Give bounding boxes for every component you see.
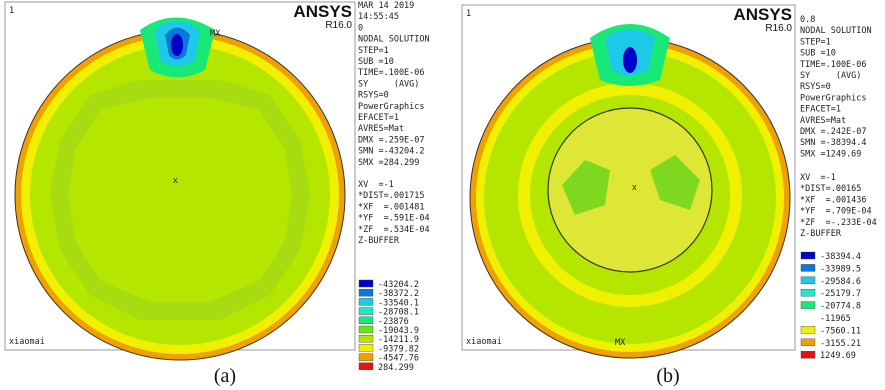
user-label: xiaomai xyxy=(466,337,502,347)
legend-swatch xyxy=(359,344,373,351)
info-line: SMX =284.299 xyxy=(358,158,419,168)
corner-label: 1 xyxy=(466,9,471,19)
legend-label: 1249.69 xyxy=(820,351,856,361)
legend-label: -20774.8 xyxy=(820,302,861,312)
legend-swatch xyxy=(359,363,373,370)
legend-swatch xyxy=(801,351,815,358)
legend-label: -7560.11 xyxy=(820,326,861,336)
info-line: *DIST=.00165 xyxy=(800,184,861,194)
mx-label: MX xyxy=(210,29,221,39)
legend-swatch xyxy=(801,289,815,296)
contour-plot-b: X xyxy=(462,5,795,358)
legend-swatch xyxy=(801,264,815,271)
version: R16.0 xyxy=(765,23,792,34)
info-line: 0.8 xyxy=(800,15,815,25)
legend-swatch xyxy=(359,289,373,296)
info-line: EFACET=1 xyxy=(358,113,399,123)
brand: ANSYS xyxy=(293,2,352,21)
caption: (b) xyxy=(656,365,679,387)
info-line: DMX =.259E-07 xyxy=(358,135,425,145)
legend-swatch xyxy=(359,335,373,342)
info-line: DMX =.242E-07 xyxy=(800,127,867,137)
info-line: SMN =-38394.4 xyxy=(800,138,867,148)
info-line: *ZF =-.233E-04 xyxy=(800,218,877,228)
legend-swatch xyxy=(359,308,373,315)
info-line: Z-BUFFER xyxy=(358,236,400,246)
info-line: Z-BUFFER xyxy=(800,229,842,239)
legend-label: -11965 xyxy=(820,314,851,324)
info-line: SY (AVG) xyxy=(800,71,861,81)
legend-swatch xyxy=(359,354,373,361)
info-line: NODAL SOLUTION xyxy=(358,35,430,45)
info-line: SUB =10 xyxy=(800,49,836,59)
legend-swatch xyxy=(359,317,373,324)
info-line: SUB =10 xyxy=(358,57,394,67)
info-line: TIME=.100E-06 xyxy=(800,60,867,70)
svg-text:X: X xyxy=(173,178,178,185)
info-line: 0 xyxy=(358,23,363,33)
legend-swatch xyxy=(801,277,815,284)
info-line: 14:55:45 xyxy=(358,12,399,22)
info-line: *YF =.709E-04 xyxy=(800,207,872,217)
legend-swatch xyxy=(801,339,815,346)
info-line: AVRES=Mat xyxy=(358,124,404,134)
version: R16.0 xyxy=(325,20,352,31)
info-line: TIME=.100E-06 xyxy=(358,68,425,78)
figure: X X ANSYSR16.01xiaomaiMXMAR 14 201914:55… xyxy=(0,0,885,390)
info-line: RSYS=0 xyxy=(358,91,389,101)
info-line: *XF =.001481 xyxy=(358,202,425,212)
legend-swatch xyxy=(359,280,373,287)
info-line: NODAL SOLUTION xyxy=(800,26,872,36)
info-line: PowerGraphics xyxy=(358,102,425,112)
info-line: EFACET=1 xyxy=(800,105,841,115)
legend-swatch xyxy=(801,252,815,259)
info-line: MAR 14 2019 xyxy=(358,1,414,11)
info-line: SMX =1249.69 xyxy=(800,149,861,159)
info-line: AVRES=Mat xyxy=(800,116,846,126)
info-line: XV =-1 xyxy=(358,180,394,190)
info-line: SY (AVG) xyxy=(358,79,419,89)
corner-label: 1 xyxy=(9,6,14,16)
info-line: SMN =-43204.2 xyxy=(358,147,425,157)
mx-label: MX xyxy=(615,338,626,348)
info-line: STEP=1 xyxy=(358,46,389,56)
legend-label: -29584.6 xyxy=(820,277,861,287)
legend-swatch xyxy=(801,326,815,333)
legend-label: -33989.5 xyxy=(820,264,861,274)
info-line: XV =-1 xyxy=(800,173,836,183)
info-line: PowerGraphics xyxy=(800,93,867,103)
info-line: *DIST=.001715 xyxy=(358,191,425,201)
user-label: xiaomai xyxy=(9,337,45,347)
info-line: RSYS=0 xyxy=(800,82,831,92)
info-line: STEP=1 xyxy=(800,37,831,47)
svg-text:X: X xyxy=(632,185,637,192)
legend-label: -38394.4 xyxy=(820,252,861,262)
caption: (a) xyxy=(214,365,236,387)
brand: ANSYS xyxy=(733,5,792,24)
info-line: *XF =.001436 xyxy=(800,195,867,205)
legend-label: -25179.7 xyxy=(820,289,861,299)
legend-swatch xyxy=(359,326,373,333)
legend-label: 284.299 xyxy=(378,363,414,373)
contour-plot-a: X xyxy=(5,2,355,360)
legend-swatch xyxy=(801,302,815,309)
info-line: *YF =.591E-04 xyxy=(358,214,430,224)
info-line: *ZF =.534E-04 xyxy=(358,225,430,235)
legend-label: -3155.21 xyxy=(820,339,861,349)
legend-swatch xyxy=(359,298,373,305)
